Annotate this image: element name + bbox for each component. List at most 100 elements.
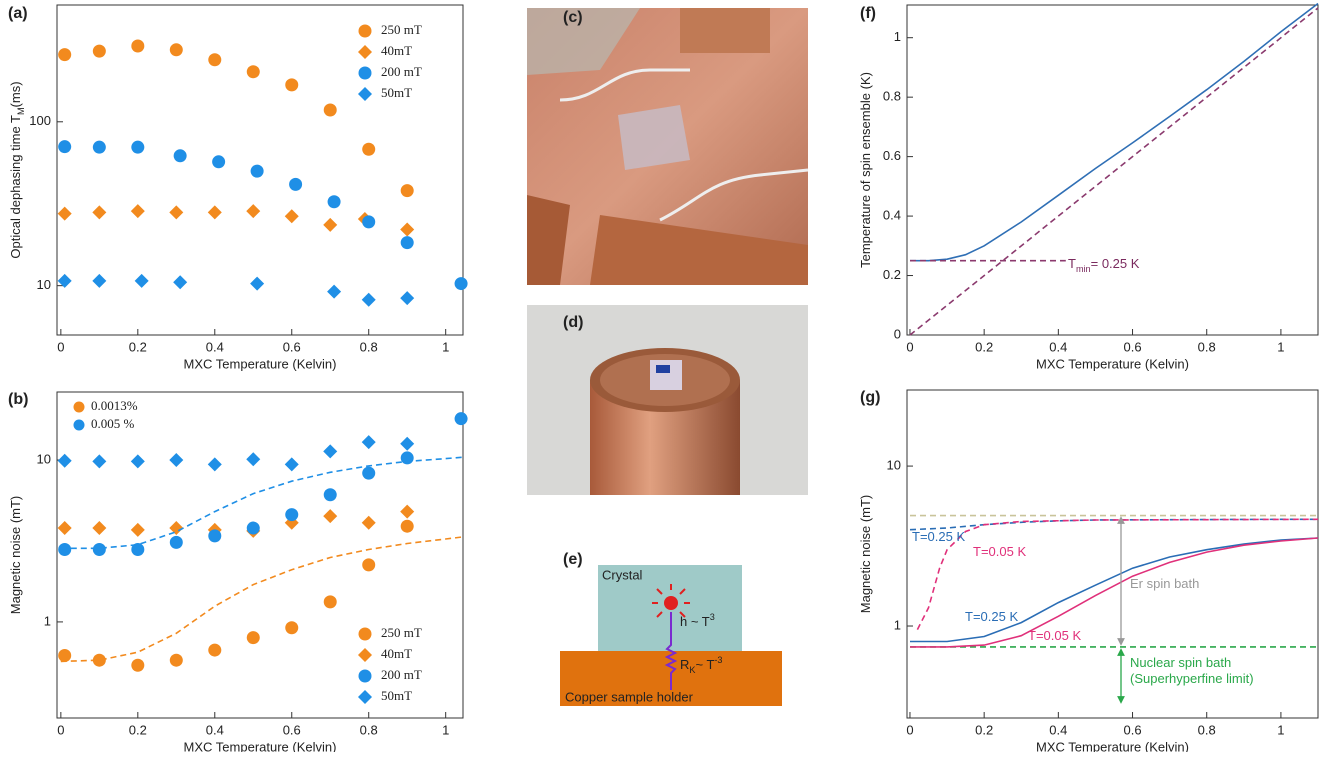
diamond-marker [135, 274, 149, 288]
diamond-marker [358, 45, 372, 59]
text-part: (ms) [8, 81, 23, 107]
annotation: T=0.25 K [912, 529, 965, 544]
x-tick-label: 0.2 [129, 339, 147, 354]
circle-marker [359, 25, 372, 38]
legend-label: 50mT [381, 85, 412, 100]
series-line [910, 4, 1318, 261]
plot-frame [907, 390, 1318, 718]
x-tick-label: 1 [442, 722, 449, 737]
circle-marker [208, 529, 221, 542]
circle-marker [74, 420, 85, 431]
diamond-marker [327, 285, 341, 299]
x-tick-label: 0.6 [1123, 339, 1141, 354]
circle-marker [324, 488, 337, 501]
x-axis-label: MXC Temperature (Kelvin) [1036, 356, 1189, 371]
panel-label: (b) [8, 391, 28, 408]
x-tick-label: 0.6 [283, 722, 301, 737]
diamond-marker [131, 204, 145, 218]
diamond-marker [250, 277, 264, 291]
circle-marker [58, 543, 71, 556]
text-part: T=0.25 K [965, 609, 1018, 624]
diamond-marker [58, 207, 72, 221]
series-line [910, 8, 1318, 335]
circle-marker [285, 621, 298, 634]
legend-label: 200 mT [381, 667, 422, 682]
series-line [910, 538, 1318, 642]
text-part: Optical dephasing time T [8, 115, 23, 259]
text-part: Magnetic noise (mT) [858, 495, 873, 613]
x-tick-label: 0.4 [206, 339, 224, 354]
annotation: T=0.05 K [973, 544, 1026, 559]
diamond-marker [131, 454, 145, 468]
x-tick-label: 0.2 [129, 722, 147, 737]
holder-label: Copper sample holder [565, 689, 694, 704]
circle-marker [289, 178, 302, 191]
diamond-marker [58, 454, 72, 468]
text-part: 3 [710, 612, 715, 622]
x-tick-label: 0.8 [1198, 339, 1216, 354]
circle-marker [324, 104, 337, 117]
legend-label: 40mT [381, 646, 412, 661]
diamond-marker [169, 205, 183, 219]
x-axis-label: MXC Temperature (Kelvin) [184, 356, 337, 371]
diamond-marker [92, 205, 106, 219]
panel-label: (e) [563, 551, 583, 568]
x-tick-label: 0 [906, 722, 913, 737]
diamond-marker [323, 218, 337, 232]
legend-label: 0.0013% [91, 398, 138, 413]
circle-marker [285, 78, 298, 91]
plot-frame [907, 5, 1318, 335]
y-axis-label: Optical dephasing time TM(ms) [8, 81, 26, 258]
diamond-marker [246, 452, 260, 466]
circle-marker [208, 644, 221, 657]
circle-marker [328, 195, 341, 208]
diamond-marker [169, 453, 183, 467]
annotation: Nuclear spin bath [1130, 655, 1231, 670]
diamond-marker [400, 223, 414, 237]
circle-marker [74, 402, 85, 413]
annotation: T=0.25 K [965, 609, 1018, 624]
circle-marker [93, 45, 106, 58]
x-tick-label: 0.8 [360, 722, 378, 737]
diamond-marker [208, 457, 222, 471]
circle-marker [58, 649, 71, 662]
diamond-marker [358, 690, 372, 704]
legend-label: 40mT [381, 43, 412, 58]
circle-marker [401, 520, 414, 533]
circle-marker [362, 215, 375, 228]
x-tick-label: 1 [442, 339, 449, 354]
text-part: T [1068, 256, 1076, 271]
x-tick-label: 0.2 [975, 722, 993, 737]
text-part: (Superhyperfine limit) [1130, 671, 1254, 686]
x-tick-label: 1 [1277, 339, 1284, 354]
legend-label: 200 mT [381, 64, 422, 79]
text-part: -3 [714, 655, 722, 665]
circle-marker [285, 508, 298, 521]
diamond-marker [323, 509, 337, 523]
circle-marker [247, 65, 260, 78]
legend-label: 250 mT [381, 625, 422, 640]
legend-label: 0.005 % [91, 416, 135, 431]
diamond-marker [400, 291, 414, 305]
circle-marker [359, 67, 372, 80]
text-part: h ~ T [680, 614, 710, 629]
y-tick-label: 0.6 [883, 148, 901, 163]
text-part: ~ T [695, 657, 714, 672]
x-tick-label: 0.4 [1049, 339, 1067, 354]
x-tick-label: 0 [57, 722, 64, 737]
diamond-marker [400, 437, 414, 451]
x-tick-label: 0.8 [360, 339, 378, 354]
circle-marker [401, 451, 414, 464]
circle-marker [455, 412, 468, 425]
circle-marker [170, 43, 183, 56]
diamond-marker [131, 523, 145, 537]
photo-c [527, 8, 808, 285]
text-part: Nuclear spin bath [1130, 655, 1231, 670]
y-tick-label: 10 [37, 451, 51, 466]
circle-marker [247, 631, 260, 644]
diamond-marker [92, 521, 106, 535]
text-part: min [1076, 264, 1091, 274]
circle-marker [131, 40, 144, 53]
diamond-marker [358, 87, 372, 101]
panel-label: (d) [563, 314, 583, 331]
